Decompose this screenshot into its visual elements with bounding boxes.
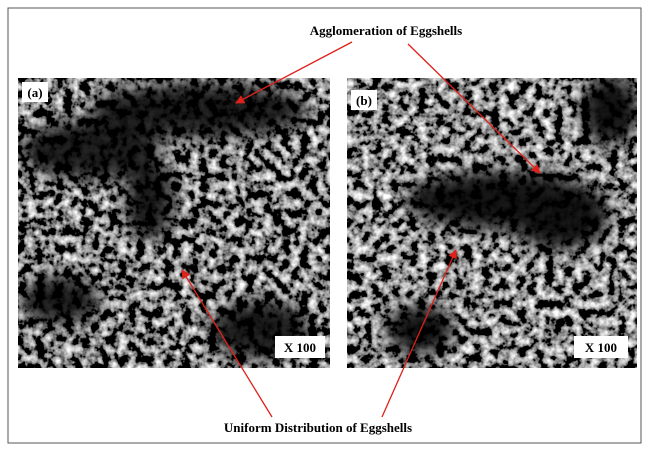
magnification: X 100 bbox=[284, 340, 316, 355]
micrograph-b bbox=[347, 75, 640, 368]
panel-label: (a) bbox=[27, 85, 42, 100]
figure: (a) (b) X 100 X 100 Agglomeration of Egg… bbox=[0, 0, 649, 451]
annotation-bottom: Uniform Distribution of Eggshells bbox=[224, 420, 412, 435]
micrograph-a bbox=[18, 78, 330, 368]
panel-label: (b) bbox=[356, 93, 372, 108]
annotation-top: Agglomeration of Eggshells bbox=[310, 23, 462, 38]
page: {"annotations": {"top": "Agglomeration o… bbox=[0, 0, 649, 451]
magnification: X 100 bbox=[585, 340, 617, 355]
